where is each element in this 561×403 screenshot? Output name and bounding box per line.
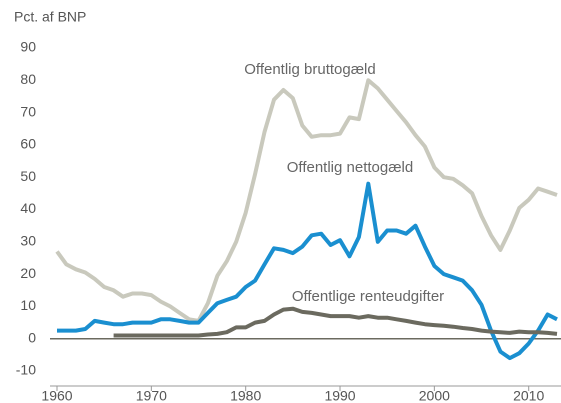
x-tick-label: 2000 <box>419 388 450 403</box>
y-tick-label: 50 <box>20 168 36 184</box>
y-tick-label: 60 <box>20 136 36 152</box>
x-tick-label: 1970 <box>136 388 167 403</box>
y-tick-label: 70 <box>20 103 36 119</box>
y-tick-label: 0 <box>28 329 36 345</box>
series-line <box>57 181 558 361</box>
y-tick-label: 40 <box>20 200 36 216</box>
series-label: Offentlige renteudgifter <box>292 288 444 305</box>
series-label: Offentlig nettogæld <box>287 159 413 176</box>
y-tick-label: 20 <box>20 265 36 281</box>
x-tick-label: 1990 <box>324 388 355 403</box>
series-line <box>55 78 558 323</box>
x-tick-label: 1960 <box>41 388 72 403</box>
x-tick-label: 1980 <box>230 388 261 403</box>
series-line <box>113 306 558 338</box>
x-tick-label: 2010 <box>513 388 544 403</box>
y-tick-label: -10 <box>16 362 36 378</box>
series-label: Offentlig bruttogæld <box>244 61 375 78</box>
y-tick-label: 80 <box>20 71 36 87</box>
y-tick-label: 30 <box>20 233 36 249</box>
y-tick-label: 10 <box>20 297 36 313</box>
chart-title: Pct. af BNP <box>14 9 86 25</box>
y-tick-label: 90 <box>20 39 36 55</box>
